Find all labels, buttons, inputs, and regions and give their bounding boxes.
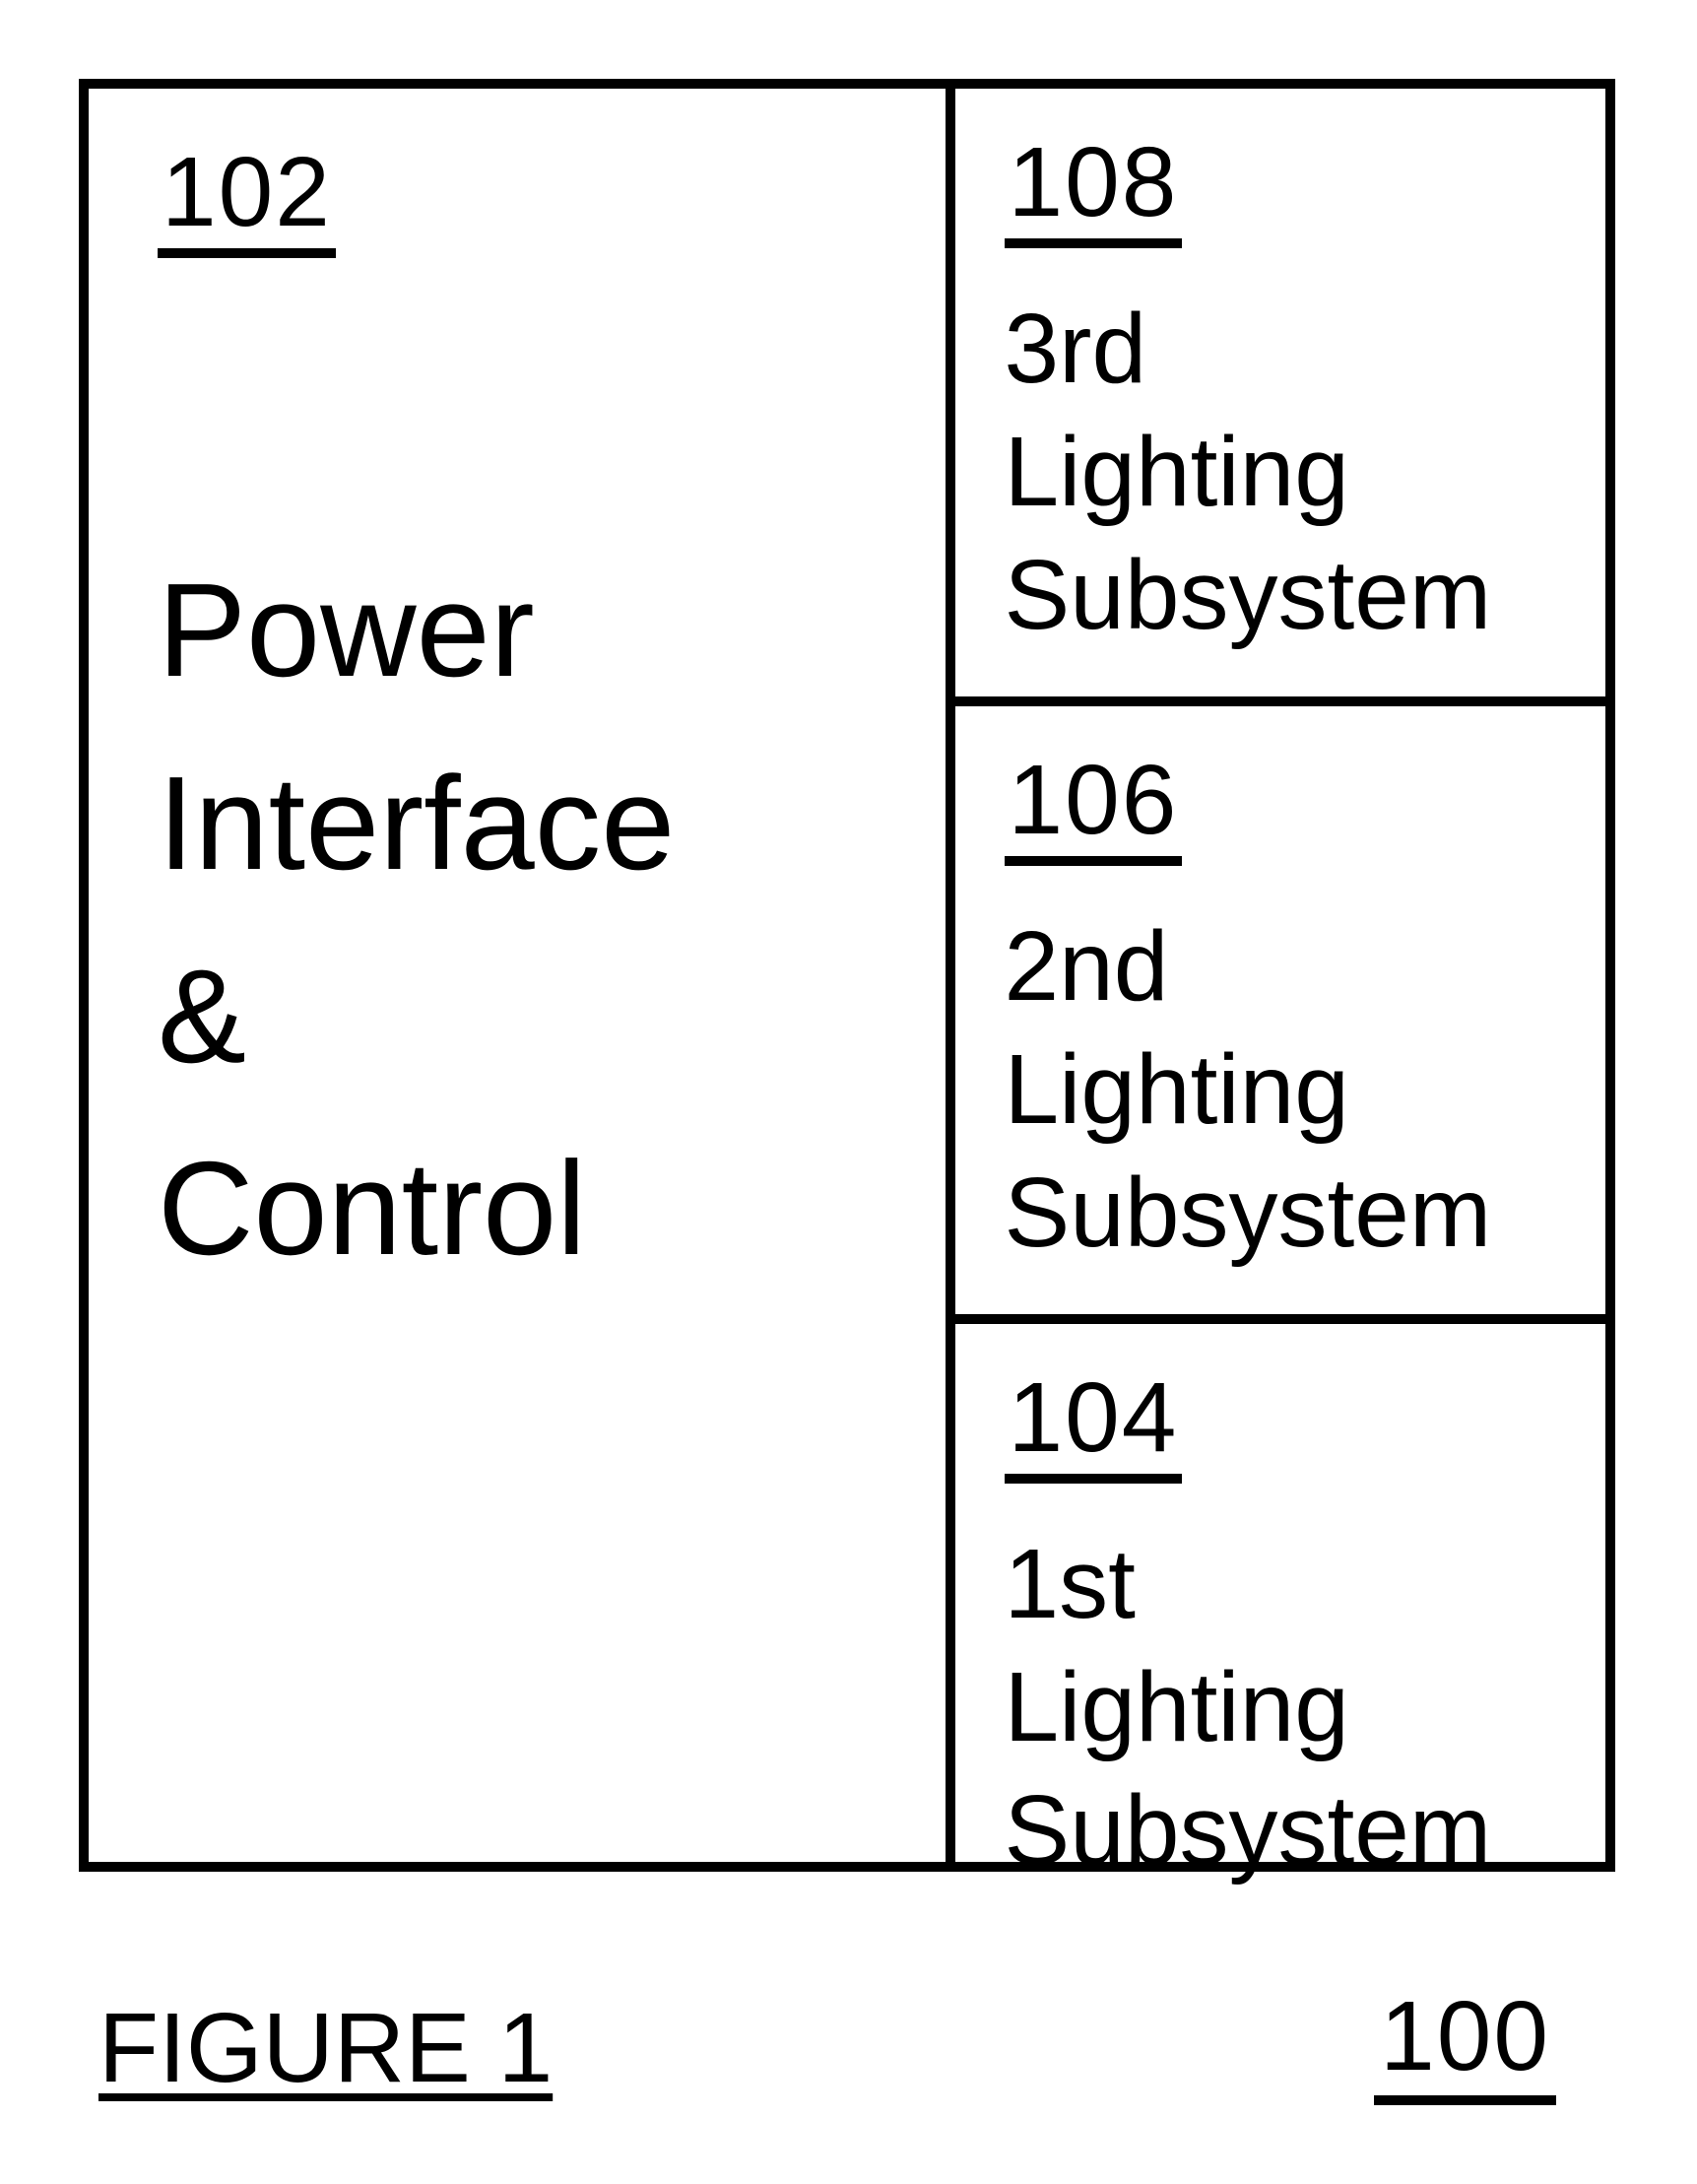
right-block-0-label: 3rd Lighting Subsystem [1005, 288, 1566, 657]
right-block-2: 104 1st Lighting Subsystem [955, 1324, 1605, 1932]
right-column: 108 3rd Lighting Subsystem 106 2nd Light… [955, 89, 1605, 1862]
ref-number-r2: 104 [1005, 1363, 1183, 1484]
left-block-label: Power Interface & Control [158, 534, 906, 1305]
figure-caption: FIGURE 1 [98, 1992, 553, 2105]
right-block-1: 106 2nd Lighting Subsystem [955, 706, 1605, 1324]
right-block-2-label: 1st Lighting Subsystem [1005, 1523, 1566, 1892]
ref-number-r1: 106 [1005, 746, 1183, 866]
left-block: 102 Power Interface & Control [89, 89, 955, 1862]
ref-number-r0: 108 [1005, 128, 1183, 248]
block-diagram: 102 Power Interface & Control 108 3rd Li… [79, 79, 1615, 1872]
right-block-0: 108 3rd Lighting Subsystem [955, 89, 1605, 706]
ref-number-left: 102 [158, 138, 336, 258]
diagram-ref-number: 100 [1374, 1980, 1556, 2105]
right-block-1-label: 2nd Lighting Subsystem [1005, 905, 1566, 1275]
diagram-footer: FIGURE 1 100 [79, 1980, 1615, 2105]
